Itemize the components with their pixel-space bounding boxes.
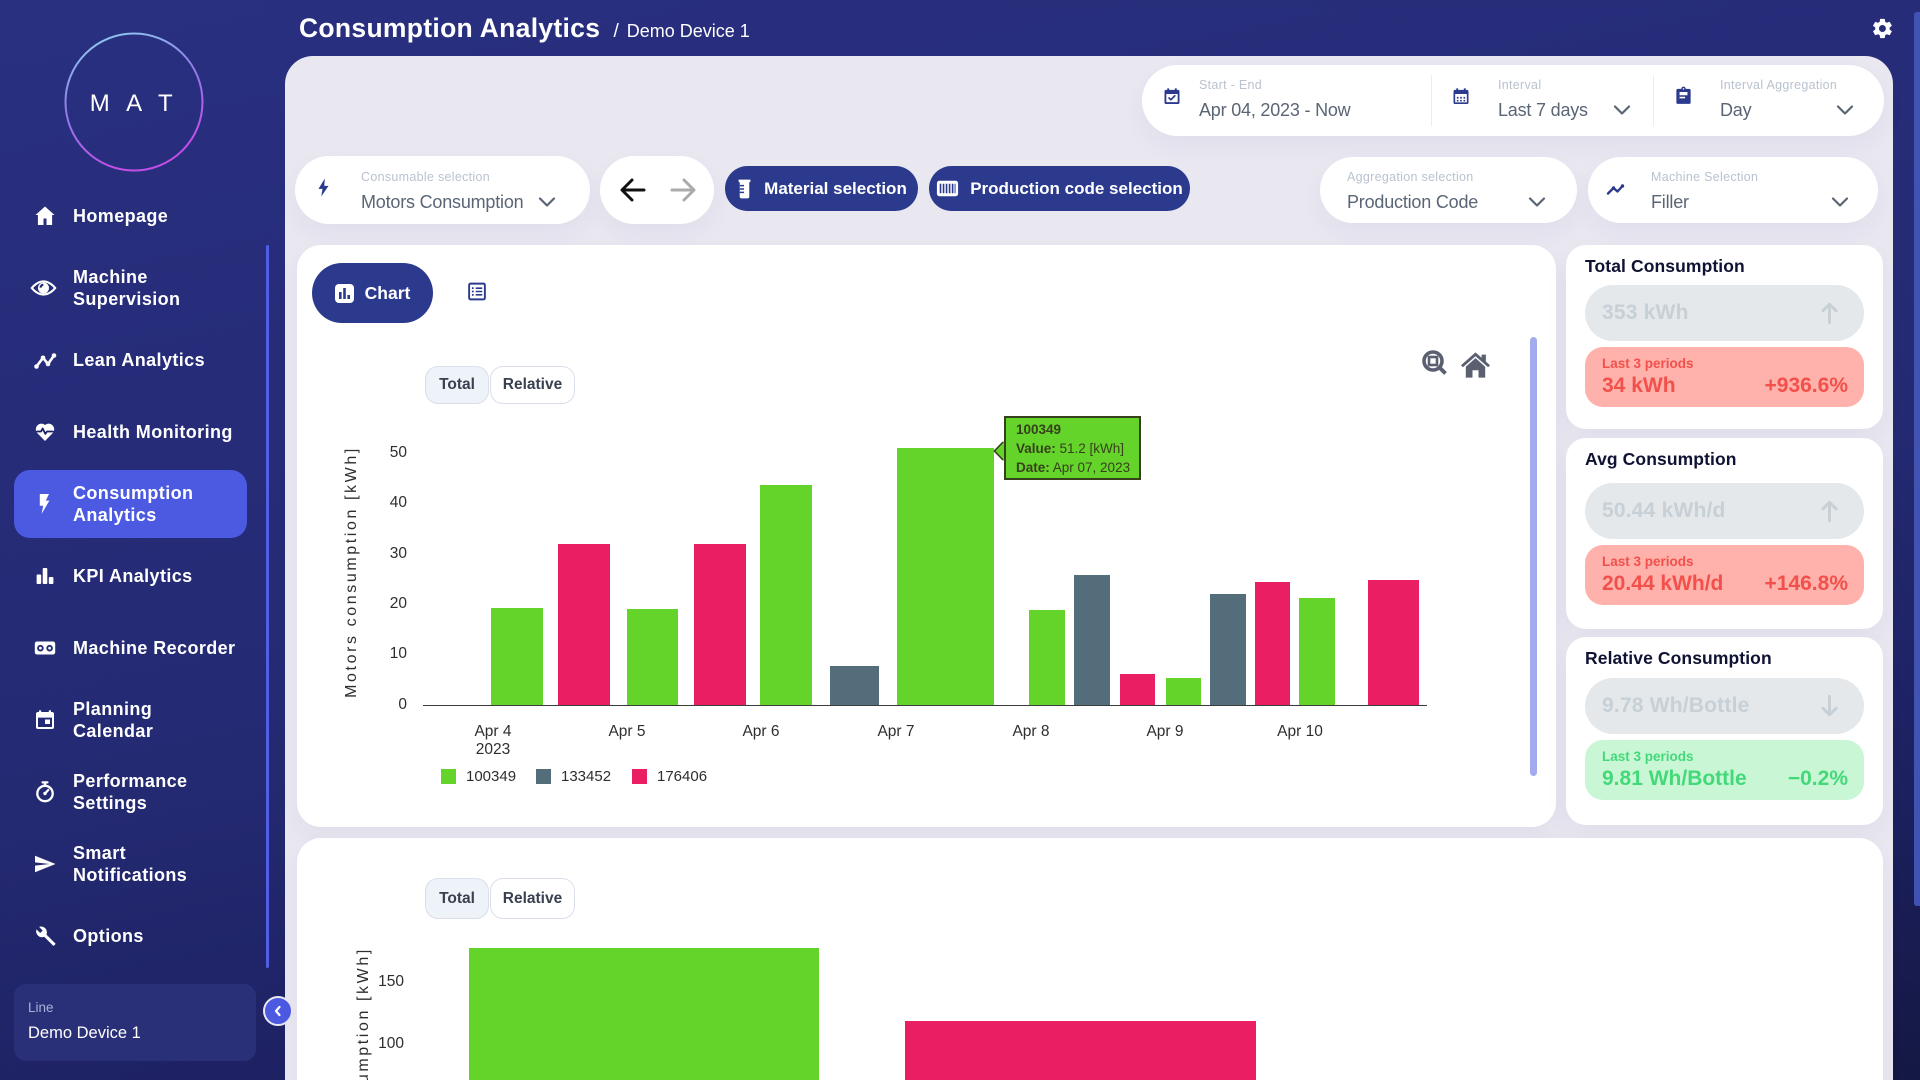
svg-text:M A T: M A T bbox=[90, 90, 178, 117]
